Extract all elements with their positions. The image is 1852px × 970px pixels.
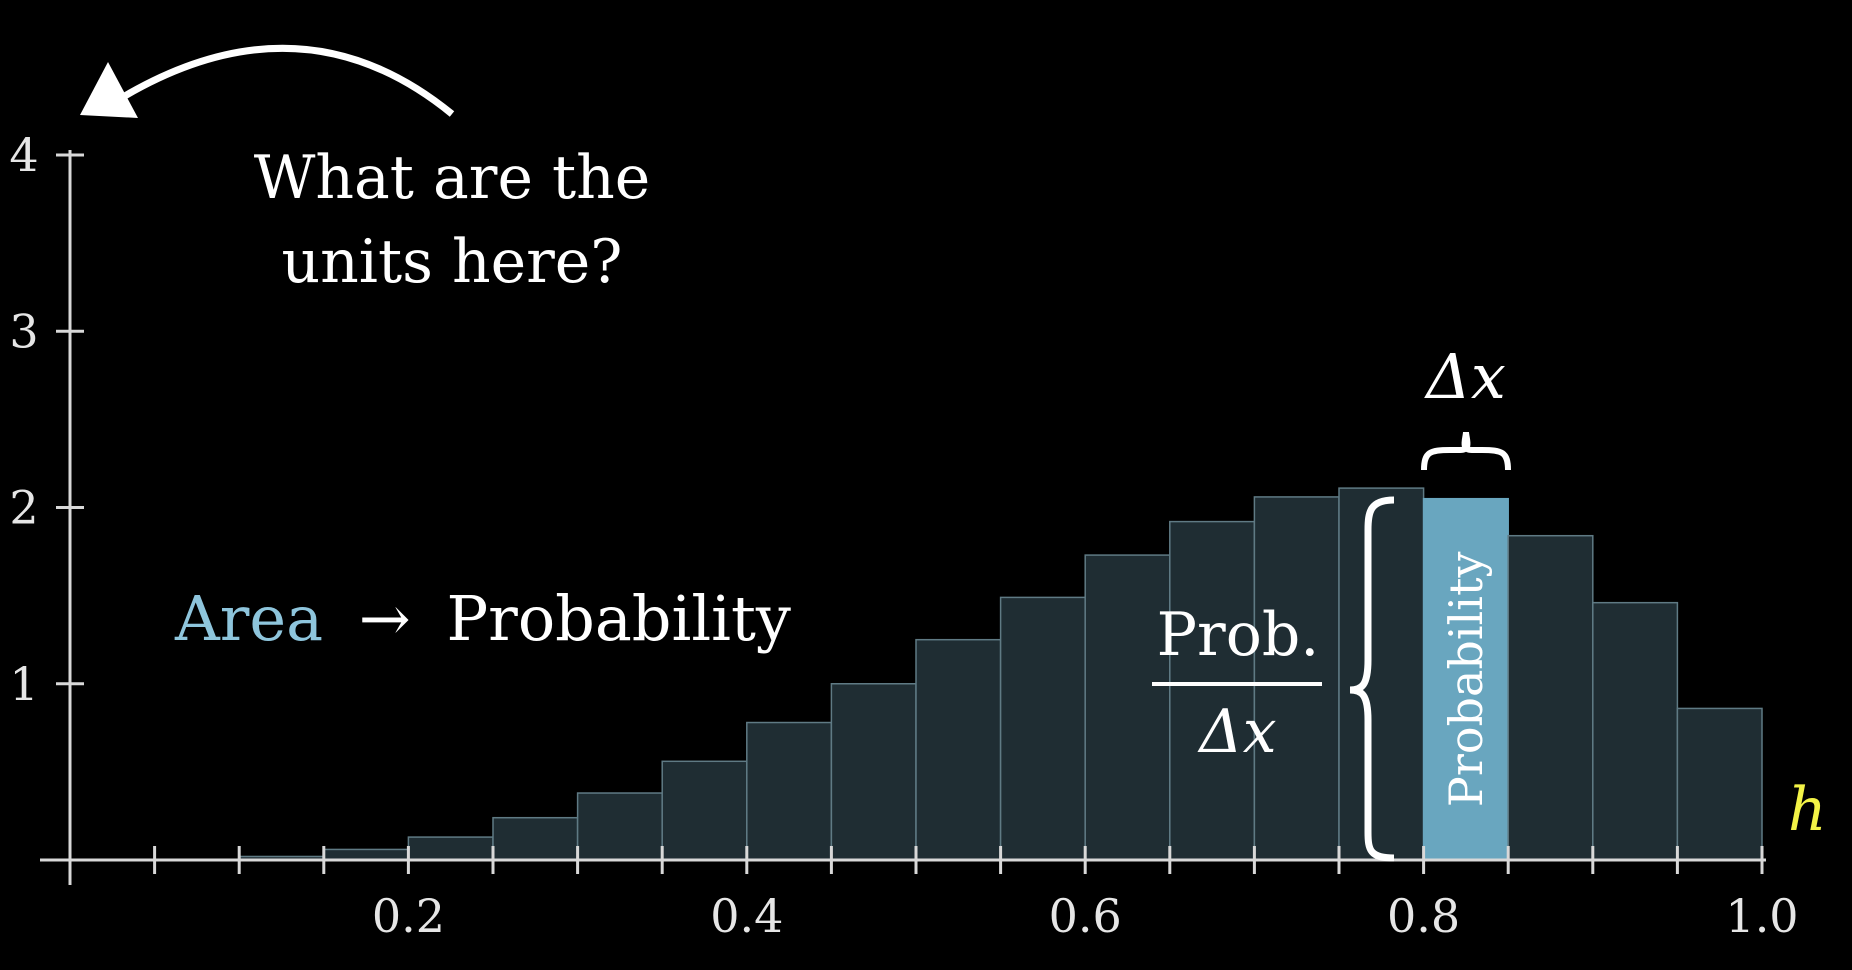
y-tick-label: 3 (9, 304, 38, 358)
histogram-bar (1507, 534, 1594, 861)
histogram-bar (576, 792, 663, 861)
histogram-bar (746, 721, 833, 861)
x-tick-label: 0.2 (372, 889, 445, 943)
arrow-symbol: → (359, 582, 411, 655)
histogram-bar (830, 683, 917, 861)
highlight-bar-label: Probability (1439, 552, 1493, 808)
histogram-bars (238, 487, 1763, 861)
histogram-bar (1592, 601, 1679, 861)
histogram-bar (323, 848, 410, 861)
vertical-brace-icon (1349, 496, 1395, 862)
histogram-bar (999, 596, 1086, 861)
histogram-bar (915, 638, 1002, 861)
axes (40, 150, 1766, 885)
area-word: Area (174, 582, 323, 655)
curved-arrow-icon (80, 44, 455, 118)
fraction-numerator: Prob. (1157, 600, 1320, 670)
y-tick-label: 4 (9, 128, 38, 182)
histogram-bar (1676, 707, 1763, 861)
x-tick-label: 0.4 (710, 889, 783, 943)
y-tick-label: 1 (9, 657, 38, 711)
units-question-line1: What are the (254, 143, 651, 213)
y-tick-label: 2 (9, 481, 38, 535)
histogram-bar (492, 816, 579, 861)
fraction-denominator: Δx (1197, 697, 1276, 767)
histogram-bar (1169, 520, 1256, 861)
histogram-bar (407, 836, 494, 861)
ticks: 0.2 0.4 0.6 0.8 1.0 1 2 3 4 (9, 128, 1798, 943)
area-to-probability-label: Area → Probability (174, 582, 791, 655)
delta-x-label: Δx (1424, 340, 1506, 413)
histogram-bar (1253, 496, 1340, 861)
x-tick-label: 1.0 (1725, 889, 1798, 943)
horizontal-brace-icon (1421, 431, 1511, 471)
x-axis-label: h (1788, 775, 1827, 845)
units-question-line2: units here? (282, 227, 623, 297)
probability-word: Probability (446, 582, 790, 655)
x-tick-label: 0.8 (1387, 889, 1460, 943)
x-tick-label: 0.6 (1049, 889, 1122, 943)
histogram-bar (661, 760, 748, 861)
histogram-bar (1338, 487, 1425, 861)
